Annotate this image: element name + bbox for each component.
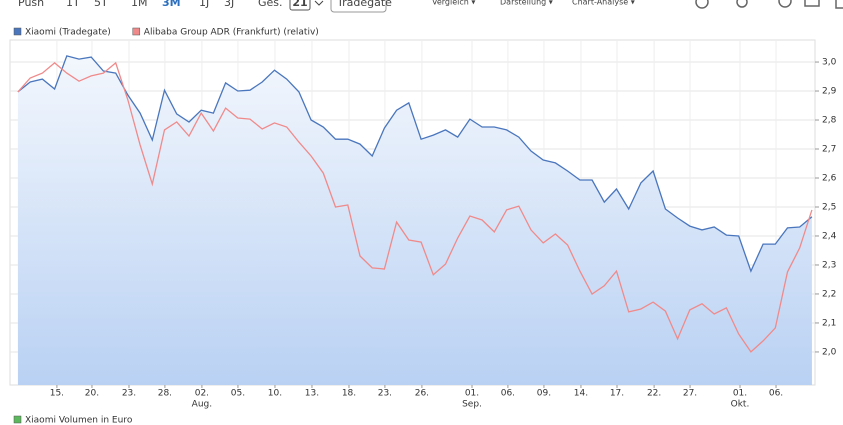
x-tick-label: 06. xyxy=(769,389,783,399)
range-button[interactable]: 1M xyxy=(131,0,148,9)
line xyxy=(17,61,813,353)
y-tick-label: 2,6 xyxy=(822,174,837,184)
range-button[interactable]: 1J xyxy=(199,0,209,9)
legend-swatch xyxy=(132,27,141,36)
x-tick-label: 28. xyxy=(158,389,172,399)
x-tick-label: 20. xyxy=(85,389,99,399)
range-button[interactable]: 3J xyxy=(224,0,234,9)
x-tick-label: 01. xyxy=(733,389,747,399)
x-tick-label: 10. xyxy=(268,389,282,399)
x-tick-label: 26. xyxy=(415,389,429,399)
settings-icon[interactable] xyxy=(695,0,709,9)
line xyxy=(17,55,813,273)
y-tick-label: 2,4 xyxy=(822,231,837,241)
y-tick-label: 2,9 xyxy=(822,87,837,97)
x-tick-label: 22. xyxy=(647,389,661,399)
volume-legend-label: Xiaomi Volumen in Euro xyxy=(25,416,133,425)
range-button[interactable]: Ges. xyxy=(258,0,283,9)
x-tick-label: 18. xyxy=(342,389,356,399)
x-tick-label: 23. xyxy=(122,389,136,399)
x-tick-label: 05. xyxy=(231,389,245,399)
x-tick-label: 09. xyxy=(537,389,551,399)
share-icon[interactable] xyxy=(736,0,748,8)
y-tick-label: 2,5 xyxy=(822,202,836,212)
y-tick-label: 3,0 xyxy=(822,58,837,68)
x-month-label: Sep. xyxy=(462,400,482,410)
y-tick-label: 2,7 xyxy=(822,145,836,155)
legend-swatch xyxy=(13,27,22,36)
x-tick-label: 13. xyxy=(305,389,319,399)
x-tick-label: 23. xyxy=(378,389,392,399)
legend-label: Alibaba Group ADR (Frankfurt) (relativ) xyxy=(144,28,319,38)
exchange-label: Tradegate xyxy=(336,0,392,9)
x-tick-label: 02. xyxy=(195,389,209,399)
toolbar-menu[interactable]: Darstellung ▾ xyxy=(500,0,553,7)
x-tick-label: 01. xyxy=(465,389,479,399)
exchange-select[interactable] xyxy=(330,0,387,13)
range-button[interactable]: 3M xyxy=(162,0,181,9)
range-button[interactable]: Push xyxy=(18,0,44,9)
x-tick-label: 06. xyxy=(501,389,515,399)
y-tick-label: 2,1 xyxy=(822,318,836,328)
zoom-icon[interactable] xyxy=(778,0,792,8)
toolbar-menu[interactable]: Chart-Analyse ▾ xyxy=(572,0,635,7)
dropdown-arrow xyxy=(314,0,324,6)
x-tick-label: 14. xyxy=(574,389,588,399)
y-tick-label: 2,2 xyxy=(822,289,836,299)
range-button[interactable]: 1T xyxy=(66,0,80,9)
legend-label: Xiaomi (Tradegate) xyxy=(25,28,111,38)
toolbar-menu[interactable]: Vergleich ▾ xyxy=(432,0,475,7)
y-tick-label: 2,0 xyxy=(822,347,837,357)
toolbar-icons xyxy=(695,0,843,9)
y-tick-label: 2,8 xyxy=(822,116,837,126)
calendar-label: 21 xyxy=(292,0,307,9)
x-tick-label: 27. xyxy=(683,389,697,399)
area xyxy=(17,55,812,386)
export-icon[interactable] xyxy=(835,0,843,9)
print-icon[interactable] xyxy=(804,0,820,7)
x-month-label: Okt. xyxy=(731,400,750,410)
toolbar: 21 Tradegate Push 1T 5T 1M 3M 1J 3J Ges. xyxy=(18,0,843,13)
x-tick-label: 15. xyxy=(50,389,64,399)
range-button[interactable]: 5T xyxy=(94,0,108,9)
x-tick-label: 17. xyxy=(610,389,624,399)
volume-legend-swatch xyxy=(13,415,22,424)
calendar-icon[interactable] xyxy=(289,0,311,11)
x-month-label: Aug. xyxy=(192,400,212,410)
y-tick-label: 2,3 xyxy=(822,260,836,270)
